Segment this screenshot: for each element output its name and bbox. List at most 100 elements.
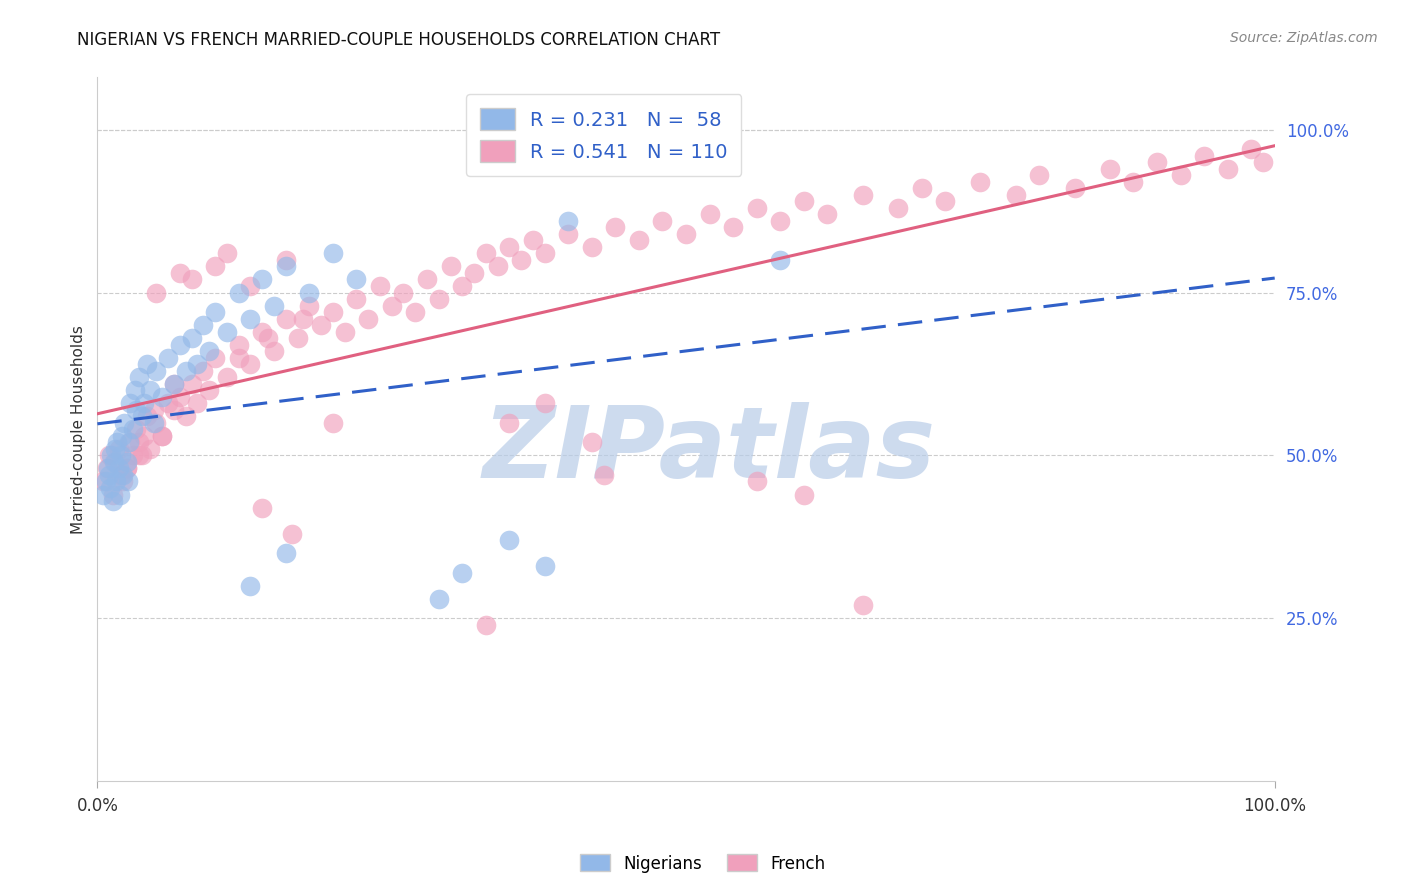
Point [769, 252, 792, 267]
Point [228, 337, 250, 351]
Point [112, 475, 135, 489]
Point [97, 461, 120, 475]
Point [745, 201, 768, 215]
Point [475, 246, 498, 260]
Point [135, 357, 157, 371]
Point [344, 292, 367, 306]
Point [581, 240, 603, 254]
Point [101, 487, 124, 501]
Point [451, 279, 474, 293]
Point [486, 260, 509, 274]
Point [150, 429, 173, 443]
Point [112, 416, 135, 430]
Point [274, 252, 297, 267]
Point [193, 364, 215, 378]
Point [131, 409, 153, 424]
Point [368, 279, 391, 293]
Point [274, 311, 297, 326]
Point [156, 351, 179, 365]
Point [215, 325, 238, 339]
Point [180, 331, 202, 345]
Point [193, 318, 215, 332]
Point [1004, 187, 1026, 202]
Point [280, 526, 302, 541]
Y-axis label: Married-couple Households: Married-couple Households [72, 325, 86, 533]
Point [100, 449, 122, 463]
Point [239, 279, 262, 293]
Point [498, 533, 520, 548]
Point [287, 331, 309, 345]
Point [605, 220, 627, 235]
Point [427, 292, 450, 306]
Point [121, 449, 143, 463]
Point [125, 422, 148, 436]
Text: ZIPatlas: ZIPatlas [484, 402, 936, 499]
Point [852, 187, 875, 202]
Point [105, 435, 128, 450]
Point [134, 396, 156, 410]
Point [135, 409, 157, 424]
Point [510, 252, 533, 267]
Point [145, 285, 167, 300]
Point [250, 272, 273, 286]
Point [475, 618, 498, 632]
Point [91, 475, 114, 489]
Point [120, 435, 142, 450]
Point [174, 364, 197, 378]
Point [128, 435, 150, 450]
Point [174, 409, 197, 424]
Point [357, 311, 380, 326]
Point [94, 475, 117, 489]
Point [581, 435, 603, 450]
Point [180, 272, 202, 286]
Point [592, 467, 614, 482]
Point [292, 311, 315, 326]
Point [105, 475, 128, 489]
Point [228, 285, 250, 300]
Point [145, 364, 167, 378]
Point [108, 487, 131, 501]
Point [150, 429, 173, 443]
Point [124, 384, 146, 398]
Point [910, 181, 932, 195]
Point [186, 396, 208, 410]
Point [498, 240, 520, 254]
Point [98, 449, 121, 463]
Point [204, 260, 226, 274]
Point [125, 402, 148, 417]
Point [651, 214, 673, 228]
Point [107, 461, 129, 475]
Point [1216, 161, 1239, 176]
Point [533, 396, 555, 410]
Point [110, 449, 132, 463]
Point [198, 384, 221, 398]
Point [142, 416, 165, 430]
Point [139, 384, 162, 398]
Point [239, 311, 262, 326]
Point [533, 246, 555, 260]
Point [169, 390, 191, 404]
Point [180, 376, 202, 391]
Point [169, 266, 191, 280]
Point [1146, 155, 1168, 169]
Text: NIGERIAN VS FRENCH MARRIED-COUPLE HOUSEHOLDS CORRELATION CHART: NIGERIAN VS FRENCH MARRIED-COUPLE HOUSEH… [77, 31, 720, 49]
Point [322, 246, 344, 260]
Point [263, 344, 285, 359]
Point [204, 351, 226, 365]
Point [112, 467, 135, 482]
Point [887, 201, 910, 215]
Point [463, 266, 485, 280]
Point [121, 422, 143, 436]
Point [239, 579, 262, 593]
Point [1251, 155, 1274, 169]
Point [198, 344, 221, 359]
Point [163, 376, 186, 391]
Point [392, 285, 415, 300]
Point [322, 416, 344, 430]
Point [128, 449, 150, 463]
Point [115, 461, 138, 475]
Point [793, 487, 815, 501]
Legend: Nigerians, French: Nigerians, French [574, 847, 832, 880]
Point [745, 475, 768, 489]
Point [204, 305, 226, 319]
